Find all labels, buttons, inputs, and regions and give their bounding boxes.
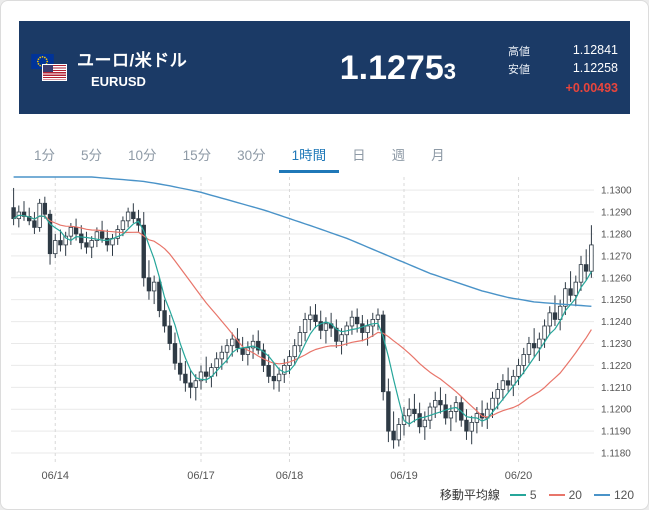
svg-text:1.1250: 1.1250 (601, 295, 632, 306)
svg-text:06/19: 06/19 (390, 470, 418, 481)
tab-5分[interactable]: 5分 (81, 148, 103, 163)
currency-pair-flags (31, 53, 69, 83)
svg-text:06/17: 06/17 (187, 470, 215, 481)
price-change: +0.00493 (565, 80, 618, 95)
ma-period-label: 120 (613, 487, 634, 502)
low-value: 1.12258 (572, 60, 618, 75)
svg-text:1.1240: 1.1240 (601, 317, 632, 328)
ma-legend-items: 5 20 120 (509, 487, 634, 502)
ma-line-swatch (548, 493, 565, 496)
svg-text:1.1180: 1.1180 (601, 449, 631, 460)
tab-10分[interactable]: 10分 (128, 148, 157, 163)
svg-text:1.1210: 1.1210 (601, 383, 632, 394)
tab-日[interactable]: 日 (352, 148, 366, 163)
high-value: 1.12841 (572, 42, 618, 57)
us-flag-canton (43, 64, 53, 72)
ma-legend-item-5: 5 (509, 487, 537, 502)
svg-text:1.1270: 1.1270 (601, 251, 632, 262)
svg-text:06/20: 06/20 (505, 470, 533, 481)
high-label: 高値 (508, 45, 530, 58)
tab-15分[interactable]: 15分 (182, 148, 212, 163)
tab-1分[interactable]: 1分 (34, 148, 56, 163)
tab-週[interactable]: 週 (391, 148, 406, 163)
high-low-block: 高値 1.12841 安値 1.12258 +0.00493 (508, 41, 618, 95)
svg-text:1.1200: 1.1200 (601, 405, 632, 416)
svg-text:1.1230: 1.1230 (601, 339, 632, 350)
ma-line-swatch (509, 493, 526, 496)
current-price: 1.12753 (340, 51, 456, 85)
price-main-digits: 1.1275 (339, 48, 444, 87)
tab-30分[interactable]: 30分 (237, 148, 266, 163)
ma-legend: 移動平均線 5 20 120 (440, 486, 634, 503)
svg-text:1.1300: 1.1300 (601, 186, 632, 197)
pair-title: ユーロ/米ドル (77, 51, 188, 70)
header: ユーロ/米ドル EURUSD 1.12753 高値 1.12841 安値 1.1… (19, 21, 630, 114)
price-last-digit: 3 (443, 58, 456, 84)
timeframe-tabs: 1分 5分 10分 15分 30分 1時間日 週 月 (21, 137, 628, 173)
tab-1時間[interactable]: 1時間 (278, 137, 340, 173)
ma-legend-label: 移動平均線 (439, 488, 500, 502)
svg-text:1.1280: 1.1280 (601, 229, 632, 240)
low-label: 安値 (508, 63, 530, 76)
us-flag-icon (42, 63, 67, 81)
tab-月[interactable]: 月 (431, 148, 445, 163)
ma-period-label: 20 (568, 487, 582, 502)
ma-line-swatch (593, 493, 610, 496)
high-row: 高値 1.12841 (508, 43, 618, 59)
svg-text:1.1290: 1.1290 (601, 208, 632, 219)
svg-text:06/14: 06/14 (41, 470, 69, 481)
chart-svg: 1.1300 1.1290 1.1280 1.1270 1.1260 1.1250 1.12… (11, 176, 632, 481)
svg-text:1.1190: 1.1190 (601, 427, 631, 438)
low-row: 安値 1.12258 (508, 61, 618, 77)
svg-text:1.1220: 1.1220 (601, 361, 632, 372)
ma-legend-item-20: 20 (548, 487, 582, 502)
pair-titles: ユーロ/米ドル EURUSD (77, 46, 187, 89)
ma-legend-item-120: 120 (593, 487, 634, 502)
svg-text:06/18: 06/18 (276, 470, 304, 481)
pair-symbol: EURUSD (91, 74, 146, 89)
ma-period-label: 5 (529, 487, 537, 502)
svg-text:1.1260: 1.1260 (601, 273, 632, 284)
